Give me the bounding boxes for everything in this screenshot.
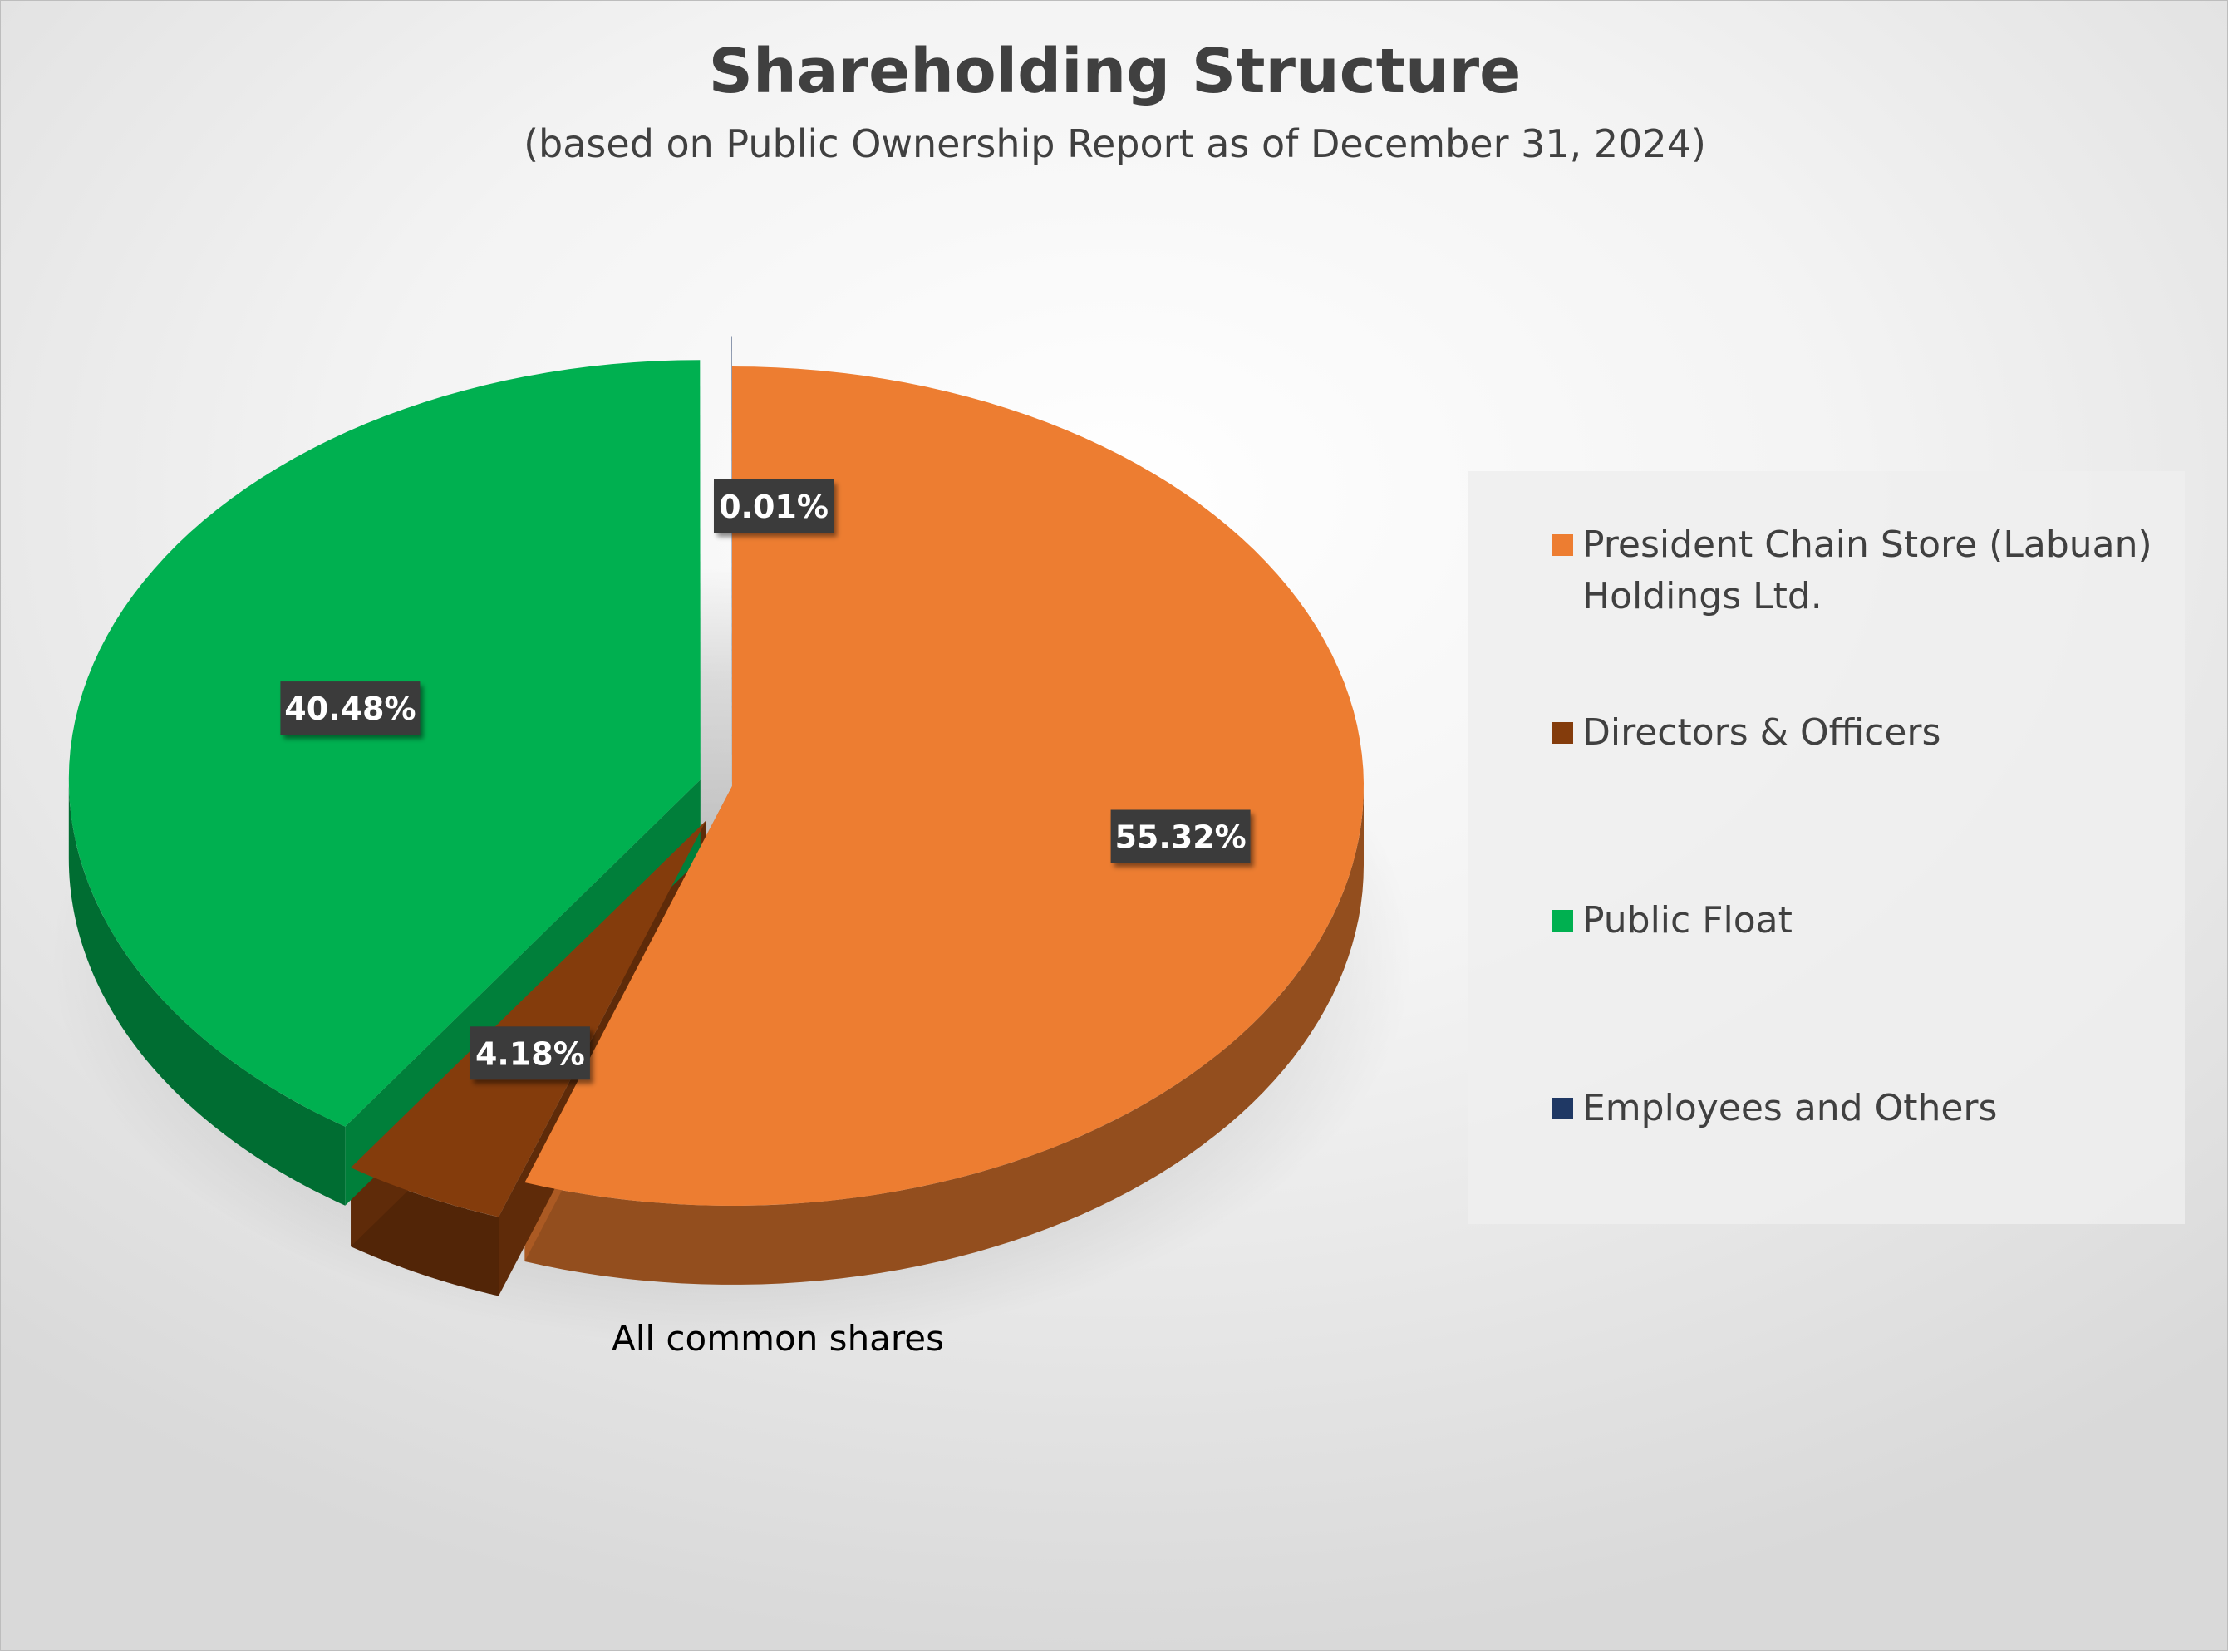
legend-label: Public Float — [1582, 895, 2164, 946]
legend-item: Employees and Others — [1468, 1083, 2185, 1271]
legend-swatch — [1552, 910, 1573, 932]
category-axis-label: All common shares — [533, 1318, 1023, 1359]
data-label: 40.48% — [280, 681, 420, 735]
legend: President Chain Store (Labuan) Holdings … — [1468, 471, 2185, 1224]
data-label-text: 40.48% — [284, 691, 416, 727]
data-label-text: 4.18% — [475, 1035, 585, 1072]
legend-label: Directors & Officers — [1582, 707, 2164, 759]
legend-swatch — [1552, 534, 1573, 556]
legend-item: Directors & Officers — [1468, 707, 2185, 895]
legend-item: President Chain Store (Labuan) Holdings … — [1468, 519, 2185, 707]
legend-item: Public Float — [1468, 895, 2185, 1083]
legend-swatch — [1552, 1098, 1573, 1119]
data-label: 55.32% — [1111, 810, 1251, 863]
data-label: 4.18% — [470, 1026, 590, 1079]
legend-label: Employees and Others — [1582, 1083, 2164, 1134]
legend-swatch — [1552, 722, 1573, 744]
data-label-text: 55.32% — [1114, 819, 1246, 856]
data-label-text: 0.01% — [719, 489, 829, 525]
legend-label: President Chain Store (Labuan) Holdings … — [1582, 519, 2164, 622]
data-label: 0.01% — [714, 479, 834, 533]
